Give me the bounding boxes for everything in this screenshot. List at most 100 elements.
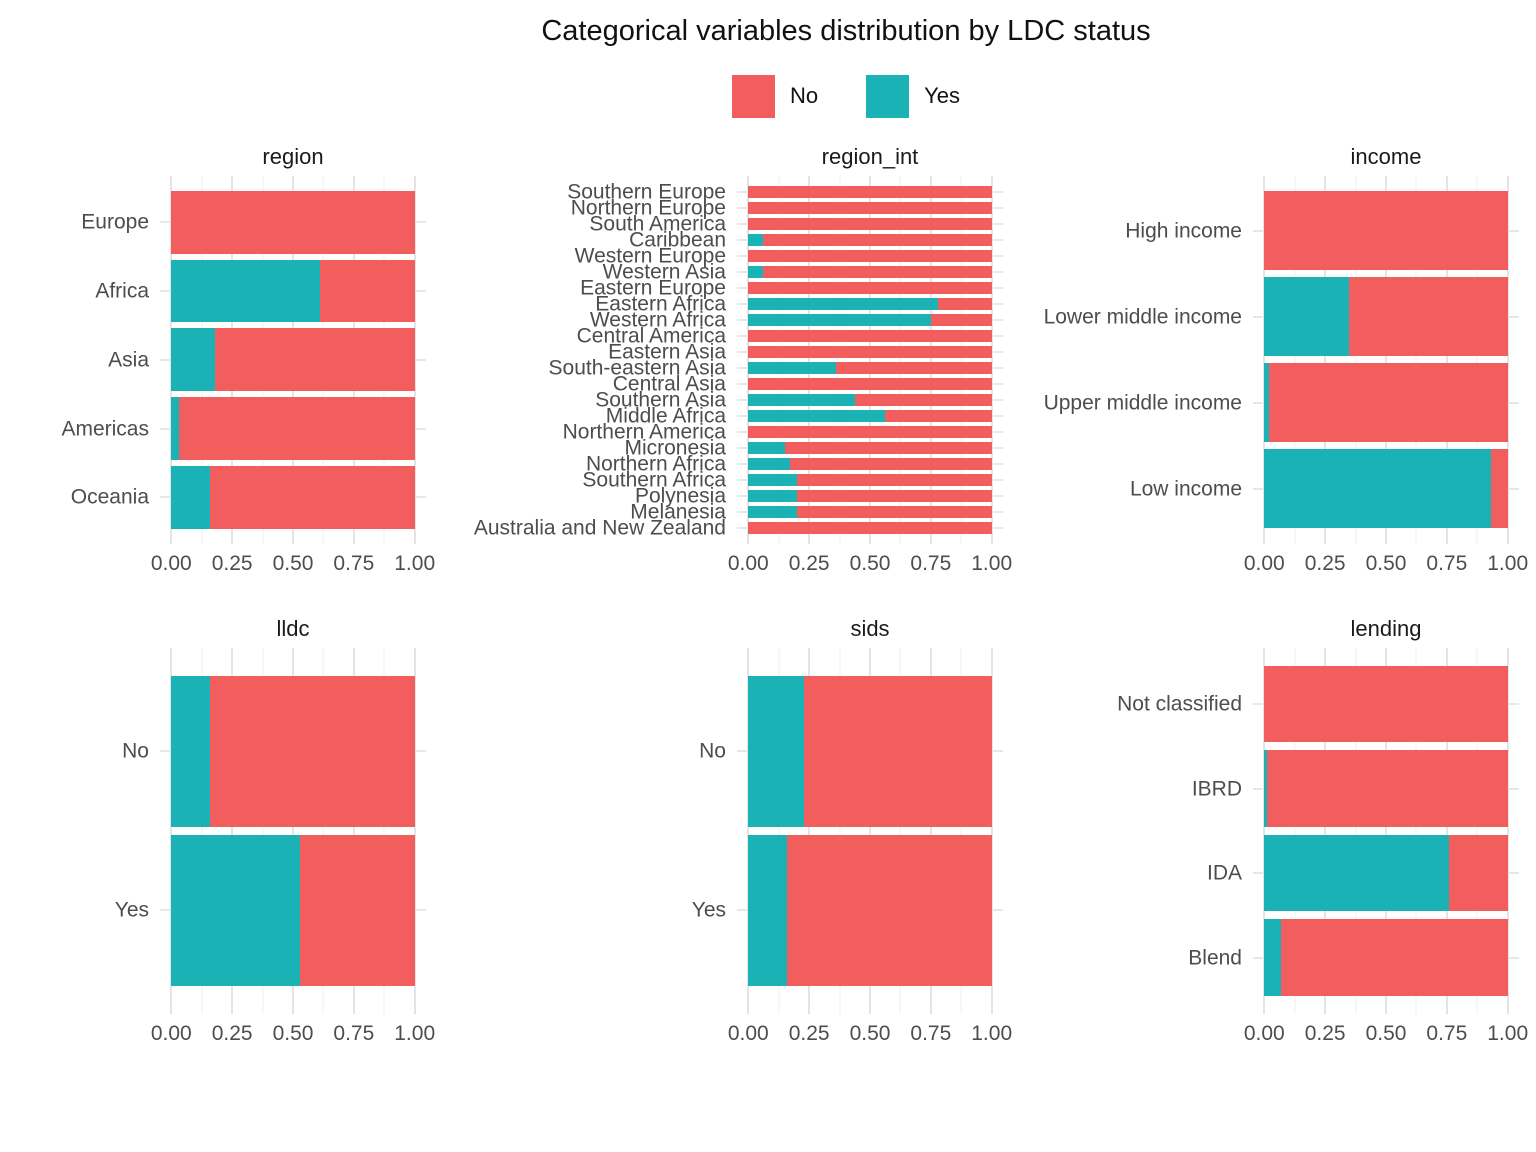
- bar-segment-no: [178, 397, 415, 460]
- y-axis-label: Southern Europe: [567, 180, 726, 204]
- bar-segment-no: [748, 329, 992, 343]
- bar-ida: [1264, 834, 1508, 912]
- bar-south-eastern-asia: [748, 361, 992, 375]
- bar-segment-no: [855, 393, 992, 407]
- bar-segment-no: [210, 465, 415, 529]
- y-axis-label: No: [122, 739, 149, 763]
- y-axis-label: Caribbean: [629, 228, 726, 252]
- x-minor-gridline: [1476, 175, 1478, 544]
- bar-southern-africa: [748, 473, 992, 487]
- bar-segment-yes: [748, 409, 885, 423]
- bar-central-america: [748, 329, 992, 343]
- x-major-gridline: [1263, 175, 1266, 544]
- bar-segment-yes: [1264, 277, 1350, 357]
- y-axis-label: Eastern Europe: [580, 276, 726, 300]
- x-axis-income: 0.00 0.25 0.50 0.75 1.00: [1244, 544, 1528, 582]
- x-axis-region: 0.00 0.25 0.50 0.75 1.00: [151, 544, 435, 582]
- x-major-gridline: [747, 647, 750, 1014]
- bar-segment-no: [748, 425, 992, 439]
- bar-south-america: [748, 217, 992, 231]
- x-axis-tick-label: 0.00: [727, 551, 769, 575]
- y-axis-label: Not classified: [1117, 692, 1242, 716]
- y-axis-label: Polynesia: [634, 484, 726, 508]
- x-major-gridline: [929, 175, 932, 544]
- x-minor-gridline: [778, 175, 780, 544]
- y-axis-label: No: [699, 739, 726, 763]
- y-axis-label: Western Africa: [589, 308, 726, 332]
- bar-segment-no: [835, 361, 992, 375]
- bar-eastern-africa: [748, 297, 992, 311]
- bar-low-income: [1264, 449, 1508, 529]
- bar-eastern-asia: [748, 345, 992, 359]
- bar-segment-no: [300, 834, 415, 986]
- x-major-gridline: [1506, 647, 1509, 1014]
- bar-segment-yes: [1264, 449, 1491, 529]
- bar-upper-middle-income: [1264, 363, 1508, 443]
- bar-segment-yes: [748, 473, 797, 487]
- bar-segment-yes: [748, 361, 836, 375]
- facet-title-sids: sids: [850, 615, 890, 641]
- bar-segment-no: [787, 834, 992, 986]
- x-major-gridline: [1385, 175, 1387, 544]
- x-minor-gridline: [1415, 647, 1417, 1014]
- bar-micronesia: [748, 441, 992, 455]
- x-major-gridline: [1445, 175, 1448, 544]
- bar-yes: [748, 834, 992, 986]
- y-axis-labels: Europe Africa Asia Americas Oceania: [0, 176, 160, 544]
- x-major-gridline: [747, 175, 750, 544]
- x-minor-gridline: [960, 175, 962, 544]
- y-axis-label: Upper middle income: [1043, 391, 1242, 415]
- bar-segment-no: [789, 457, 992, 471]
- bar-segment-yes: [171, 328, 216, 392]
- x-major-gridline: [929, 647, 932, 1014]
- x-major-gridline: [1263, 647, 1266, 1014]
- bar-segment-no: [748, 281, 992, 295]
- bar-segment-yes: [748, 457, 790, 471]
- y-axis-label: Eastern Africa: [595, 292, 726, 316]
- plot-panel-lending: [1253, 647, 1519, 1014]
- y-axis-labels: High income Lower middle income Upper midd…: [1010, 176, 1253, 544]
- x-major-gridline: [1445, 647, 1448, 1014]
- x-axis-tick-label: 1.00: [1487, 1021, 1529, 1045]
- bar-western-europe: [748, 249, 992, 263]
- x-major-gridline: [808, 647, 811, 1014]
- x-major-gridline: [869, 647, 871, 1014]
- y-axis-label: Oceania: [70, 485, 149, 509]
- bar-segment-no: [748, 345, 992, 359]
- bar-segment-no: [938, 297, 992, 311]
- bar-segment-no: [748, 521, 992, 535]
- y-axis-labels: Southern Europe Northern Europe South Amer…: [440, 176, 737, 544]
- bar-segment-no: [215, 328, 415, 392]
- x-axis-tick-label: 0.50: [849, 551, 891, 575]
- bar-southern-europe: [748, 185, 992, 199]
- bar-europe: [171, 190, 415, 254]
- bar-segment-no: [171, 190, 415, 254]
- legend-item-yes: Yes: [866, 74, 960, 118]
- y-axis-label: Europe: [81, 210, 149, 234]
- bar-segment-yes: [748, 505, 797, 519]
- bar-yes: [171, 834, 415, 986]
- x-axis-tick-label: 0.75: [333, 551, 375, 575]
- bar-no: [748, 675, 992, 827]
- y-axis-label: Yes: [691, 898, 726, 922]
- y-axis-label: IDA: [1206, 861, 1242, 885]
- x-axis-tick-label: 0.00: [150, 1021, 192, 1045]
- y-axis-label: Northern Europe: [570, 196, 726, 220]
- bar-segment-yes: [171, 397, 179, 460]
- y-axis-label: Lower middle income: [1043, 305, 1242, 329]
- bar-segment-yes: [171, 259, 320, 323]
- bar-africa: [171, 259, 415, 323]
- plot-panel-region: [160, 175, 426, 544]
- bar-segment-no: [762, 265, 992, 279]
- x-major-gridline: [231, 647, 234, 1014]
- plot-panel-lldc: [160, 647, 426, 1014]
- y-axis-label: Northern Africa: [585, 452, 726, 476]
- x-axis-sids: 0.00 0.25 0.50 0.75 1.00: [728, 1014, 1012, 1052]
- y-axis-label: Central America: [576, 324, 726, 348]
- x-minor-gridline: [383, 647, 385, 1014]
- x-minor-gridline: [1355, 175, 1357, 544]
- y-axis-label: Middle Africa: [605, 404, 726, 428]
- x-major-gridline: [292, 647, 294, 1014]
- x-axis-region-int: 0.00 0.25 0.50 0.75 1.00: [728, 544, 1012, 582]
- bar-segment-yes: [748, 233, 763, 247]
